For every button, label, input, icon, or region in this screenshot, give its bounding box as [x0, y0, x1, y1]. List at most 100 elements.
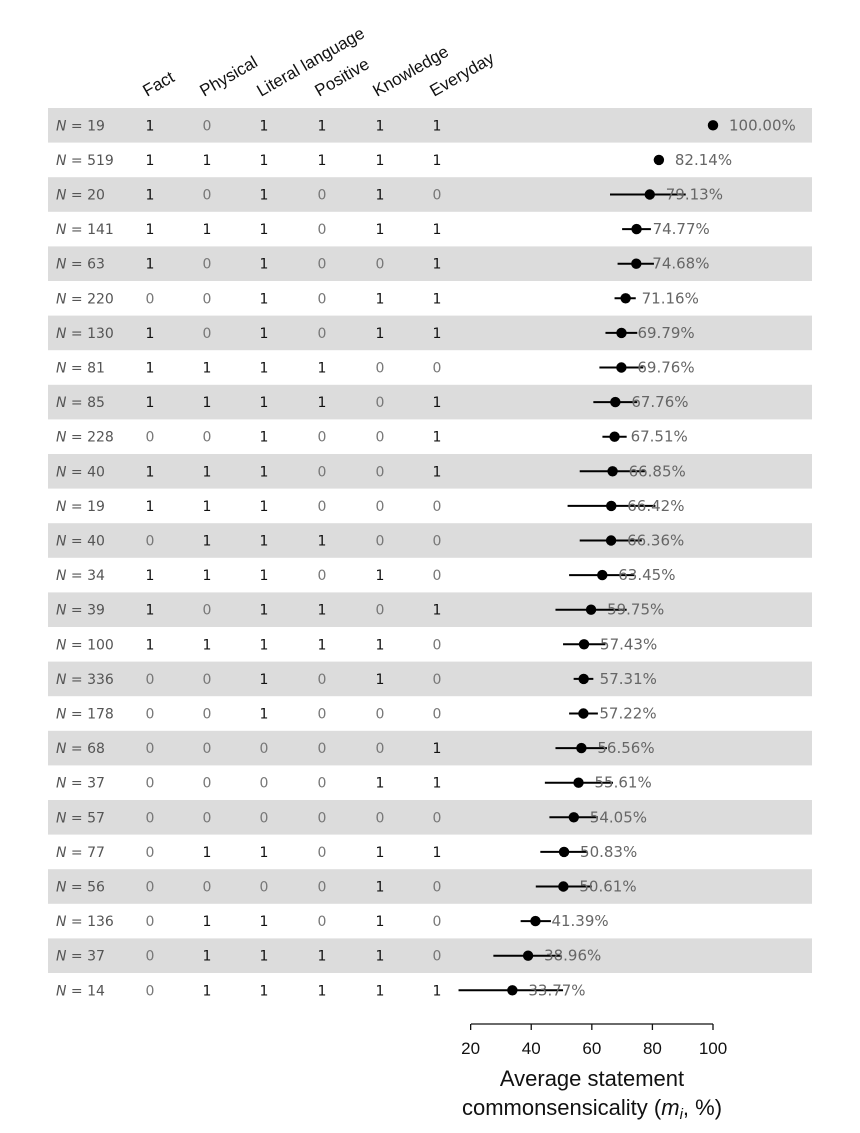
- table-row: N = 19 1 1 1 0 0 0: [56, 499, 441, 515]
- value-label: 57.31%: [600, 670, 657, 688]
- row-band: [48, 661, 812, 697]
- row-flag-knowledge: 1: [376, 776, 385, 792]
- row-flag-literal-language: 1: [260, 534, 269, 550]
- row-estimate: 56.56%: [555, 739, 655, 757]
- row-estimate: 79.13%: [610, 186, 723, 204]
- x-tick-label: 80: [643, 1039, 662, 1058]
- row-flag-positive: 0: [318, 257, 327, 273]
- row-flag-fact: 0: [146, 810, 155, 826]
- row-flag-positive: 0: [318, 741, 327, 757]
- row-estimate: 67.76%: [593, 393, 689, 411]
- row-flag-positive: 0: [318, 430, 327, 446]
- row-flag-everyday: 0: [433, 361, 442, 377]
- value-label: 100.00%: [729, 116, 796, 134]
- row-flag-literal-language: 1: [260, 499, 269, 515]
- row-flag-knowledge: 0: [376, 707, 385, 723]
- row-flag-positive: 1: [318, 153, 327, 169]
- x-tick-label: 40: [522, 1039, 541, 1058]
- estimate-point: [606, 500, 617, 512]
- row-flag-knowledge: 0: [376, 361, 385, 377]
- row-flag-literal-language: 1: [260, 361, 269, 377]
- row-flag-positive: 1: [318, 637, 327, 653]
- row-flag-everyday: 1: [433, 464, 442, 480]
- estimate-point: [558, 881, 569, 892]
- row-flag-fact: 1: [146, 222, 155, 238]
- row-flag-literal-language: 1: [260, 222, 269, 238]
- row-flag-literal-language: 0: [260, 880, 269, 896]
- table-row: N = 56 0 0 0 0 1 0: [56, 880, 441, 896]
- row-flag-physical: 0: [203, 326, 212, 342]
- row-band: [48, 730, 812, 766]
- row-flag-fact: 0: [146, 949, 155, 965]
- value-label: 66.42%: [627, 497, 684, 515]
- row-flag-literal-language: 1: [260, 949, 269, 965]
- row-band: [48, 315, 812, 351]
- row-flag-everyday: 0: [433, 568, 442, 584]
- row-flag-knowledge: 1: [376, 153, 385, 169]
- row-flag-literal-language: 1: [260, 430, 269, 446]
- row-flag-everyday: 1: [433, 257, 442, 273]
- value-label: 69.76%: [637, 359, 694, 377]
- value-label: 66.85%: [629, 462, 686, 480]
- row-flag-everyday: 0: [433, 707, 442, 723]
- column-header-fact: Fact: [140, 67, 178, 100]
- table-rows: N = 19 1 0 1 1 1 1N = 519 1 1 1 1 1 1N = 20 1 0 1 0 1 0N =…: [56, 118, 441, 999]
- row-flag-literal-language: 1: [260, 637, 269, 653]
- row-flag-positive: 0: [318, 464, 327, 480]
- table-row: N = 37 0 0 0 0 1 1: [56, 776, 441, 792]
- row-estimate: 71.16%: [614, 289, 699, 307]
- row-n-label: N = 220: [56, 291, 114, 307]
- row-flag-fact: 1: [146, 499, 155, 515]
- row-n-label: N = 40: [56, 464, 105, 480]
- estimate-point: [605, 535, 617, 546]
- row-flag-fact: 0: [146, 430, 155, 446]
- table-row: N = 19 1 0 1 1 1 1: [56, 118, 441, 134]
- row-n-label: N = 37: [56, 776, 105, 792]
- row-flag-physical: 0: [203, 430, 212, 446]
- x-axis-label-line2: commonsensicality (mi, %): [462, 1095, 722, 1123]
- row-flag-knowledge: 1: [376, 845, 385, 861]
- row-estimate: 66.36%: [579, 532, 684, 550]
- row-flag-literal-language: 1: [260, 707, 269, 723]
- value-label: 55.61%: [595, 774, 652, 792]
- value-label: 33.77%: [528, 981, 585, 999]
- row-flag-positive: 0: [318, 499, 327, 515]
- row-flag-literal-language: 1: [260, 257, 269, 273]
- row-flag-knowledge: 1: [376, 914, 385, 930]
- row-flag-fact: 1: [146, 118, 155, 134]
- row-flag-everyday: 0: [433, 188, 442, 204]
- row-flag-fact: 1: [146, 603, 155, 619]
- x-axis-label-pre: commonsensicality (: [462, 1095, 662, 1120]
- row-flag-literal-language: 1: [260, 983, 269, 999]
- row-flag-literal-language: 1: [260, 845, 269, 861]
- row-flag-fact: 1: [146, 637, 155, 653]
- row-flag-knowledge: 1: [376, 568, 385, 584]
- row-flag-everyday: 1: [433, 153, 442, 169]
- estimate-point: [585, 604, 597, 615]
- estimate-point: [522, 950, 534, 961]
- table-row: N = 178 0 0 1 0 0 0: [56, 707, 441, 723]
- table-row: N = 130 1 0 1 0 1 1: [56, 326, 441, 342]
- row-flag-everyday: 0: [433, 880, 442, 896]
- row-flag-positive: 1: [318, 949, 327, 965]
- row-estimate: 74.77%: [622, 220, 710, 238]
- estimate-point: [568, 812, 579, 823]
- row-band: [48, 454, 812, 489]
- row-flag-everyday: 0: [433, 637, 442, 653]
- row-flag-physical: 0: [203, 707, 212, 723]
- row-flag-positive: 0: [318, 845, 327, 861]
- row-flag-physical: 1: [203, 395, 212, 411]
- row-flag-everyday: 1: [433, 776, 442, 792]
- row-flag-literal-language: 1: [260, 464, 269, 480]
- x-axis: 20 40 60 80 100 Average statement commonsens…: [461, 1023, 727, 1123]
- row-estimate: 55.61%: [544, 774, 652, 792]
- row-flag-knowledge: 0: [376, 499, 385, 515]
- estimate-point: [558, 846, 570, 858]
- row-flag-literal-language: 1: [260, 118, 269, 134]
- value-label: 41.39%: [551, 912, 608, 930]
- estimate-point: [578, 673, 589, 685]
- row-flag-knowledge: 1: [376, 949, 385, 965]
- row-flag-positive: 0: [318, 880, 327, 896]
- row-flag-positive: 0: [318, 222, 327, 238]
